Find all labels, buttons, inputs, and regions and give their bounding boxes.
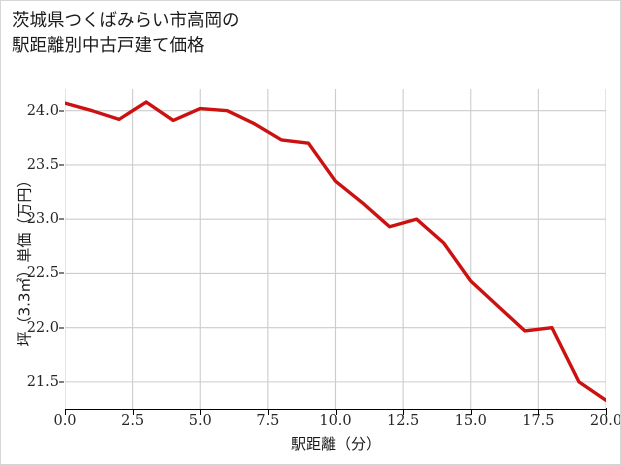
x-tick-mark xyxy=(403,410,405,415)
y-tick-label: 22.5 xyxy=(26,265,59,282)
y-tick-mark xyxy=(59,110,64,112)
plot-area xyxy=(65,89,606,409)
x-tick-label: 20.0 xyxy=(589,413,621,429)
y-tick-mark xyxy=(59,272,64,274)
y-axis-tick-labels: 21.5 22.0 22.5 23.0 23.5 24.0 xyxy=(1,1,59,464)
x-tick-mark xyxy=(470,410,472,415)
x-tick-label: 15.0 xyxy=(454,413,487,429)
x-tick-label: 17.5 xyxy=(522,413,555,429)
x-tick-mark xyxy=(200,410,202,415)
x-tick-label: 7.5 xyxy=(256,413,280,429)
x-tick-label: 12.5 xyxy=(386,413,420,429)
y-tick-label: 23.5 xyxy=(26,156,59,173)
y-tick-label: 23.0 xyxy=(26,211,59,228)
y-tick-label: 21.5 xyxy=(26,373,59,390)
x-tick-label: 10.0 xyxy=(319,413,352,429)
x-tick-label: 5.0 xyxy=(188,413,212,429)
x-tick-mark xyxy=(65,410,66,415)
y-tick-mark xyxy=(59,327,64,329)
x-tick-label: 0.0 xyxy=(53,413,77,429)
y-tick-label: 24.0 xyxy=(26,102,59,119)
x-tick-mark xyxy=(267,410,269,415)
page-title: 茨城県つくばみらい市高岡の 駅距離別中古戸建て価格 xyxy=(12,11,240,56)
x-tick-mark xyxy=(335,410,337,415)
y-tick-mark xyxy=(59,218,64,220)
y-tick-label: 22.0 xyxy=(26,319,59,336)
y-tick-mark xyxy=(59,381,64,383)
grid-lines xyxy=(65,89,606,409)
x-axis-spine xyxy=(65,408,607,410)
data-series-line xyxy=(65,100,606,403)
x-tick-mark xyxy=(606,410,607,415)
x-tick-label: 2.5 xyxy=(121,413,145,429)
x-axis-title: 駅距離（分） xyxy=(290,435,381,453)
y-axis-title: 坪（3.3㎡）単価（万円） xyxy=(15,172,34,347)
x-tick-mark xyxy=(538,410,540,415)
y-tick-mark xyxy=(59,164,64,166)
x-tick-mark xyxy=(132,410,134,415)
